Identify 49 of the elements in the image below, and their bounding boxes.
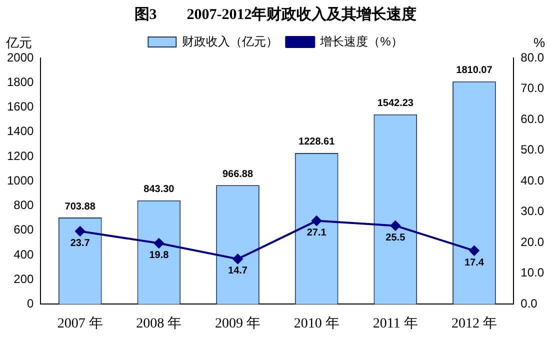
data-label: 25.5 — [386, 232, 406, 244]
data-label: 1542.23 — [377, 98, 414, 110]
chart-title: 图3 2007-2012年财政收入及其增长速度 — [134, 4, 417, 23]
x-tick-label: 2008 年 — [136, 315, 182, 332]
data-label: 1228.61 — [298, 136, 336, 148]
legend-label: 增长速度（%） — [319, 34, 403, 48]
point — [232, 254, 243, 264]
y-axis-title: 亿元 — [5, 35, 32, 50]
y2-tick-label: 40.0 — [520, 173, 544, 188]
point — [154, 238, 164, 248]
y2-tick-label: 20.0 — [520, 234, 544, 249]
data-label: 17.4 — [464, 257, 484, 268]
y2-tick-label: 10.0 — [520, 266, 544, 280]
y2-tick-label: 80.0 — [520, 50, 544, 64]
y-tick-label: 1600 — [6, 100, 34, 114]
point — [312, 216, 322, 226]
y-tick-label: 1000 — [6, 173, 34, 188]
y-tick-label: 0 — [27, 296, 34, 311]
data-label: 703.88 — [64, 201, 96, 212]
y-tick-label: 800 — [14, 198, 34, 212]
y2-tick-label: 30.0 — [520, 204, 544, 218]
data-label: 19.8 — [149, 250, 170, 262]
legend-label: 财政收入（亿元） — [182, 34, 278, 48]
y-tick-label: 600 — [14, 222, 34, 237]
y-tick-label: 1200 — [6, 148, 34, 163]
data-label: 14.7 — [228, 266, 248, 277]
x-tick-label: 2012 年 — [451, 315, 497, 332]
y-tick-label: 2000 — [6, 50, 34, 64]
x-tick-label: 2011 年 — [372, 315, 418, 332]
y2-tick-label: 70.0 — [520, 81, 544, 96]
data-label: 23.7 — [70, 238, 90, 250]
y-tick-label: 400 — [14, 247, 34, 262]
point — [75, 226, 86, 236]
y-tick-label: 200 — [14, 272, 34, 286]
y2-axis-title: % — [533, 35, 546, 50]
y-tick-label: 1800 — [6, 74, 34, 89]
x-tick-label: 2010 年 — [294, 315, 340, 332]
data-label: 843.30 — [144, 184, 175, 196]
x-tick-label: 2009 年 — [215, 315, 261, 332]
y2-tick-label: 0.0 — [520, 296, 538, 311]
y2-tick-label: 60.0 — [520, 112, 544, 126]
point — [469, 246, 480, 256]
data-label: 1810.07 — [456, 65, 493, 76]
y2-tick-label: 50.0 — [520, 142, 544, 157]
data-label: 27.1 — [306, 228, 327, 239]
point — [390, 220, 400, 231]
y-tick-label: 1400 — [6, 124, 34, 138]
x-tick-label: 2007 年 — [57, 315, 103, 332]
data-label: 966.88 — [222, 168, 254, 180]
